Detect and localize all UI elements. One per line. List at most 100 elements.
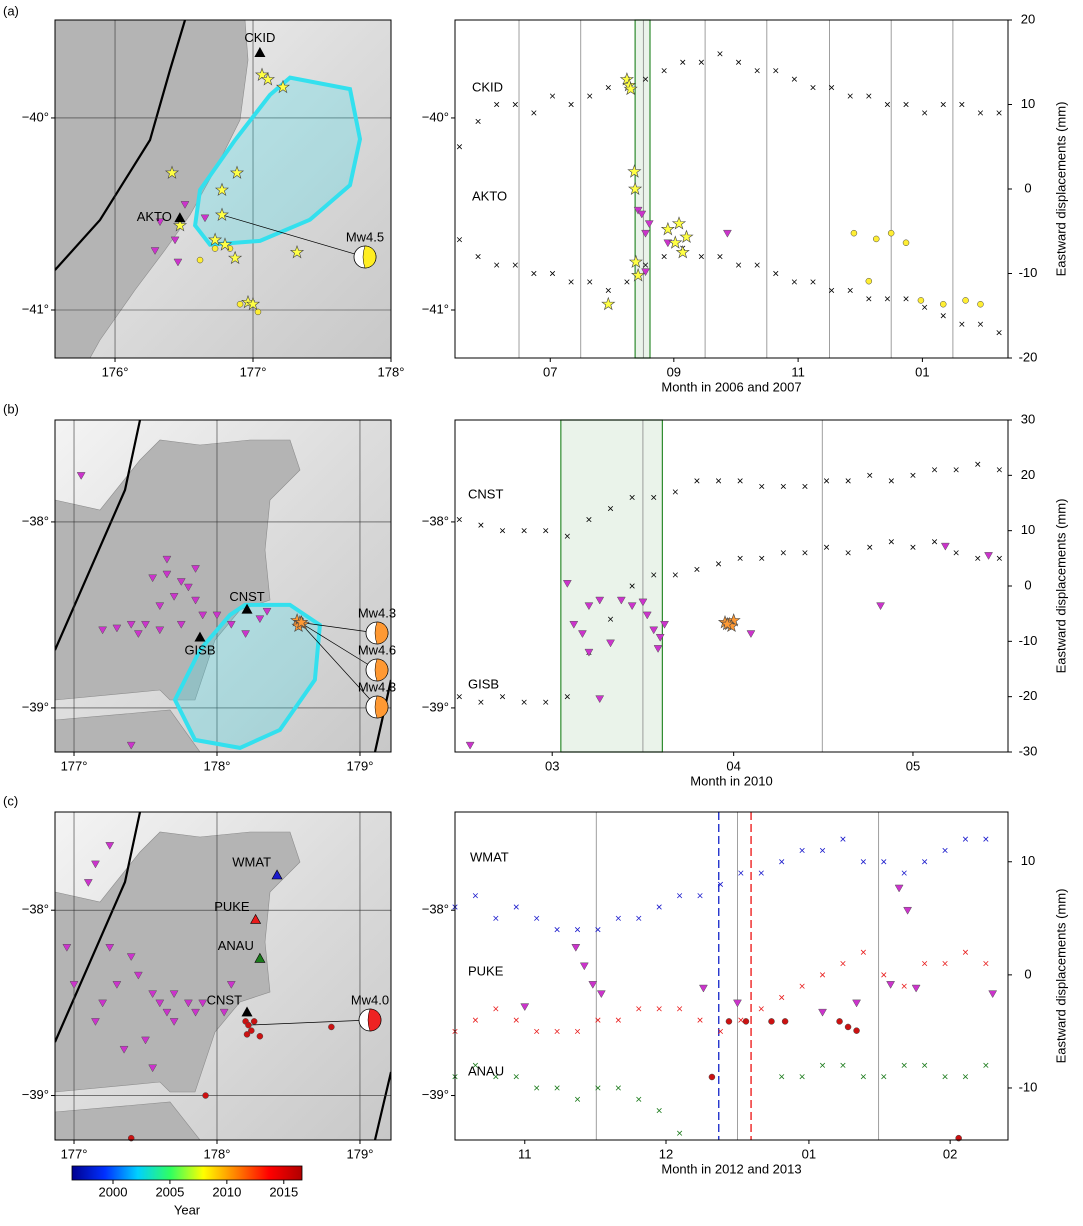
data-point [997, 111, 1002, 116]
y-tick-label: −39° [22, 1087, 49, 1102]
y-tick-label: −39° [422, 699, 449, 714]
data-point [755, 263, 760, 268]
plot-frame [455, 420, 1008, 752]
earthquake [918, 297, 924, 303]
data-point [800, 984, 805, 989]
data-point [736, 60, 741, 65]
data-point [984, 1063, 989, 1068]
x-tick-label: 177° [61, 758, 88, 773]
x-tick-label: 11 [518, 1146, 532, 1161]
data-point [997, 330, 1002, 335]
earthquake [255, 309, 261, 315]
data-point [846, 551, 851, 556]
data-point [932, 468, 937, 473]
data-point [739, 1018, 744, 1023]
data-point [820, 973, 825, 978]
data-point [514, 1018, 519, 1023]
y2-tick-label: -10 [1019, 633, 1038, 648]
data-point [792, 280, 797, 285]
data-point [846, 479, 851, 484]
data-point [479, 523, 484, 528]
data-point [739, 871, 744, 876]
earthquake [328, 1024, 334, 1030]
data-point [975, 462, 980, 467]
data-point [867, 94, 872, 99]
earthquake [782, 1018, 788, 1024]
data-point [575, 927, 580, 932]
y-tick-label: −40° [22, 109, 49, 124]
data-point [803, 484, 808, 489]
data-point [932, 539, 937, 544]
data-point [522, 700, 527, 705]
data-point [575, 1029, 580, 1034]
earthquake [903, 240, 909, 246]
data-point [673, 573, 678, 578]
y2-tick-label: 10 [1021, 853, 1035, 868]
data-point [759, 556, 764, 561]
data-point [963, 1074, 968, 1079]
data-point [616, 916, 621, 921]
series-label: GISB [468, 676, 499, 691]
data-point [881, 1074, 886, 1079]
data-point [673, 490, 678, 495]
y-tick-label: −38° [22, 513, 49, 528]
y2-axis-title: Eastward displacements (mm) [1053, 889, 1068, 1064]
data-point [781, 551, 786, 556]
data-point [695, 567, 700, 572]
x-tick-label: 178° [378, 364, 405, 379]
data-point [997, 468, 1002, 473]
data-point [984, 961, 989, 966]
station-label: CNST [229, 589, 264, 604]
y-tick-label: −38° [422, 513, 449, 528]
data-point [532, 271, 537, 276]
data-point [550, 271, 555, 276]
data-point [699, 254, 704, 259]
page: {"chart_data": [ {"type": "map", "panel"… [0, 0, 1083, 1226]
data-point [954, 551, 959, 556]
data-point [657, 905, 662, 910]
station-label: PUKE [214, 899, 250, 914]
station-label: ANAU [218, 938, 254, 953]
data-point [902, 1063, 907, 1068]
x-tick-label: 01 [915, 364, 929, 379]
y2-tick-label: 30 [1021, 411, 1035, 426]
data-point [773, 68, 778, 73]
mechanism-label: Mw4.3 [358, 679, 396, 694]
data-point [534, 916, 539, 921]
data-point [513, 102, 518, 107]
earthquake [733, 1000, 741, 1007]
y-tick-label: −39° [22, 699, 49, 714]
station-label: WMAT [232, 854, 271, 869]
data-point [718, 254, 723, 259]
data-point [476, 254, 481, 259]
data-point [963, 837, 968, 842]
earthquake [853, 1000, 861, 1007]
data-point [534, 1029, 539, 1034]
earthquake [669, 236, 681, 248]
data-point [476, 119, 481, 124]
data-point [662, 254, 667, 259]
colorbar-title: Year [174, 1202, 201, 1217]
data-point [555, 927, 560, 932]
mechanism-label: Mw4.3 [358, 605, 396, 620]
earthquake [985, 552, 993, 559]
data-point [781, 484, 786, 489]
data-point [867, 297, 872, 302]
y2-tick-label: -30 [1019, 743, 1038, 758]
earthquake [699, 985, 707, 992]
data-point [978, 322, 983, 327]
data-point [867, 545, 872, 550]
x-tick-label: 177° [61, 1146, 88, 1161]
data-point [543, 700, 548, 705]
data-point [824, 479, 829, 484]
earthquake [989, 991, 997, 998]
mechanism-label: Mw4.0 [351, 992, 389, 1007]
y2-tick-label: -20 [1019, 688, 1038, 703]
data-point [569, 280, 574, 285]
data-point [904, 297, 909, 302]
data-point [500, 694, 505, 699]
colorbar-tick-label: 2010 [212, 1184, 241, 1199]
earthquake [257, 1033, 263, 1039]
x-axis-title: Month in 2012 and 2013 [661, 1161, 801, 1176]
data-point [457, 144, 462, 149]
